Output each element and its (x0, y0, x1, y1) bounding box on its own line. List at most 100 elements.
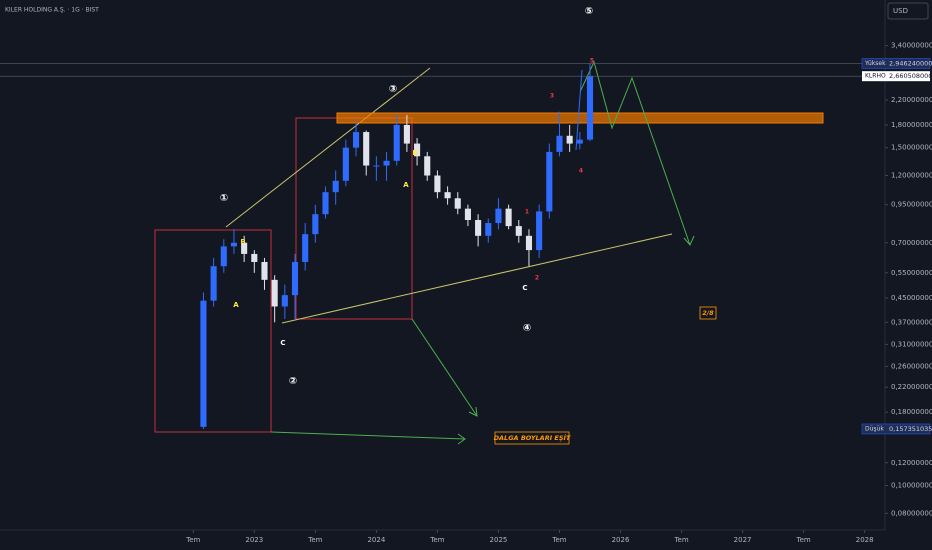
price-line-label: 2,946240000 (889, 59, 932, 67)
annotation: 3 (550, 93, 554, 100)
y-tick-label: 1,500000000 (891, 144, 932, 152)
candle-body (454, 198, 461, 209)
trend-line (281, 233, 673, 324)
candle-body (586, 76, 594, 140)
resistance-zone (336, 112, 824, 124)
candle-body (434, 175, 441, 193)
x-tick-label: 2025 (490, 536, 508, 544)
x-tick-label: 2023 (245, 536, 263, 544)
annotation: 1 (525, 209, 529, 216)
x-tick-label: Tem (673, 536, 688, 544)
candle-body (505, 208, 512, 227)
annotation: C (522, 284, 527, 292)
candle-body (444, 192, 451, 199)
candle-body (312, 214, 319, 235)
annotation: ③ (389, 84, 397, 95)
y-tick-label: 3,400000000 (891, 42, 932, 50)
candle-body (373, 165, 380, 167)
candle-body (403, 124, 410, 144)
annotation-box (699, 306, 717, 320)
x-tick-label: Tem (429, 536, 444, 544)
candle-body (281, 295, 288, 307)
candle-body (495, 208, 502, 224)
arrow (411, 318, 478, 417)
candle-body (210, 266, 217, 301)
candle-body (220, 246, 227, 267)
x-tick-label: 2027 (734, 536, 752, 544)
price-label-box (861, 58, 931, 69)
candle-body (271, 279, 278, 307)
box (154, 229, 272, 433)
candle-body (566, 135, 573, 144)
candle-body (241, 242, 248, 254)
candle-body (322, 192, 329, 215)
annotation: 2 (535, 275, 539, 282)
x-tick-label: 2028 (856, 536, 874, 544)
candle-body (475, 220, 482, 236)
candle-body (291, 261, 299, 296)
candle-body (332, 180, 339, 193)
annotation: C (280, 339, 285, 347)
candle-body (464, 208, 471, 221)
annotation: B (412, 149, 417, 157)
trend-line (225, 67, 431, 228)
candle-body (546, 151, 553, 212)
currency: USD (893, 7, 908, 15)
arrow (270, 431, 466, 440)
arrow-head (468, 406, 478, 417)
annotation: A (233, 301, 239, 309)
candle-body (261, 261, 268, 280)
candle-body (363, 132, 370, 166)
arrow-head (457, 433, 466, 445)
x-tick-label: 2024 (367, 536, 385, 544)
x-tick-label: Tem (307, 536, 322, 544)
y-tick-label: 0,080000000 (891, 509, 932, 517)
annotation: DALGA BOYLARI EŞİT (494, 433, 571, 442)
chart-title: KILER HOLDING A.Ş. · 1G · BIST (5, 7, 99, 14)
candle-body (576, 139, 583, 144)
candle-body (302, 234, 309, 262)
candle-body (251, 253, 258, 262)
price-line-label: 0,157351035 (889, 425, 932, 433)
price-label-box (862, 71, 930, 82)
candle-body (200, 300, 207, 427)
candle-body (556, 135, 563, 152)
annotation: ⑤ (585, 6, 593, 17)
candle-body (525, 235, 533, 251)
annotation: 4 (579, 168, 583, 175)
projection (575, 69, 583, 151)
annotation: A (403, 181, 409, 189)
candle-body (536, 211, 543, 251)
annotation-box (494, 431, 570, 445)
annotation: B (240, 238, 245, 246)
annotation: 5 (590, 58, 594, 65)
currency-box[interactable] (887, 2, 929, 20)
price-line-label: 2,660508000 (889, 72, 932, 80)
drawings (154, 60, 824, 445)
candle-body (230, 242, 238, 247)
price-line-name: Düşük (865, 425, 884, 432)
candle-body (352, 132, 360, 148)
annotation: ④ (523, 323, 531, 334)
annotation: ② (289, 376, 297, 387)
price-line-name: KLRHO (865, 73, 886, 80)
projection (579, 60, 691, 246)
candle-body (424, 156, 431, 176)
candle-body (515, 226, 522, 236)
arrow-head (683, 235, 695, 246)
candle-body (414, 143, 421, 157)
x-tick-label: Tem (796, 536, 811, 544)
x-tick-label: Tem (551, 536, 566, 544)
